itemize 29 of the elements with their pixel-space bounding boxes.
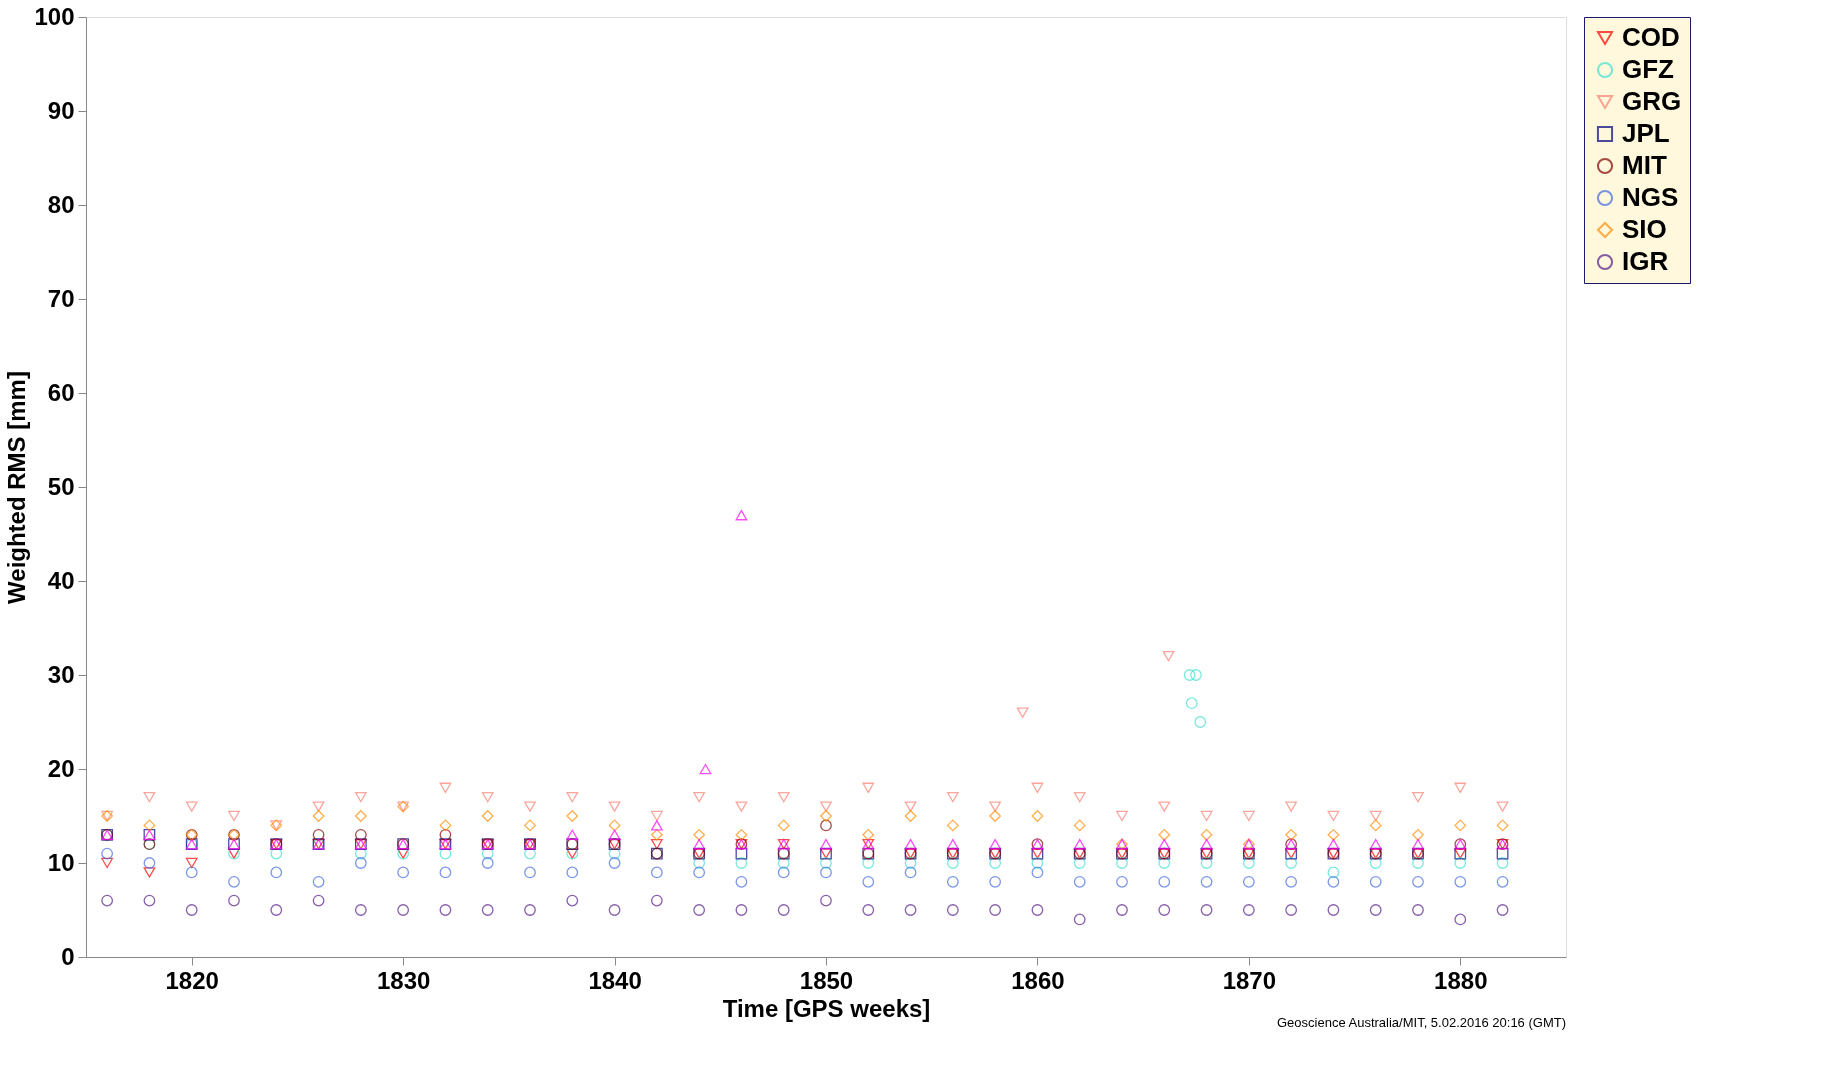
y-tick-label: 40: [47, 566, 75, 594]
x-tick-label: 1850: [799, 966, 854, 994]
y-tick-label: 30: [47, 660, 75, 688]
legend-label: JPL: [1622, 118, 1670, 148]
y-tick-label: 0: [61, 942, 75, 970]
x-tick-label: 1840: [588, 966, 642, 994]
x-tick-label: 1820: [165, 966, 219, 994]
x-tick-label: 1880: [1434, 966, 1488, 994]
x-tick-label: 1870: [1222, 966, 1277, 994]
legend-label: NGS: [1622, 182, 1679, 212]
x-tick-label: 1860: [1011, 966, 1065, 994]
y-axis-title: Weighted RMS [mm]: [3, 371, 31, 604]
y-tick-label: 50: [47, 472, 75, 500]
y-tick-label: 80: [47, 190, 75, 218]
text: Geoscience Australia/MIT, 5.02.2016 20:16 (GMT): [1276, 1015, 1566, 1030]
legend-label: GFZ: [1622, 54, 1675, 84]
x-tick-label: 1830: [376, 966, 431, 994]
y-tick-label: 20: [47, 754, 75, 782]
legend-label: IGR: [1622, 246, 1669, 276]
y-tick-label: 60: [47, 378, 75, 406]
y-tick-label: 100: [34, 2, 75, 30]
x-axis-title: Time [GPS weeks]: [722, 994, 931, 1022]
y-tick-label: 90: [47, 96, 75, 124]
legend-label: SIO: [1622, 214, 1667, 244]
y-tick-label: 10: [47, 848, 75, 876]
legend-label: COD: [1622, 22, 1680, 52]
legend-label: GRG: [1622, 86, 1682, 116]
legend-label: MIT: [1622, 150, 1667, 180]
y-tick-label: 70: [47, 284, 75, 312]
